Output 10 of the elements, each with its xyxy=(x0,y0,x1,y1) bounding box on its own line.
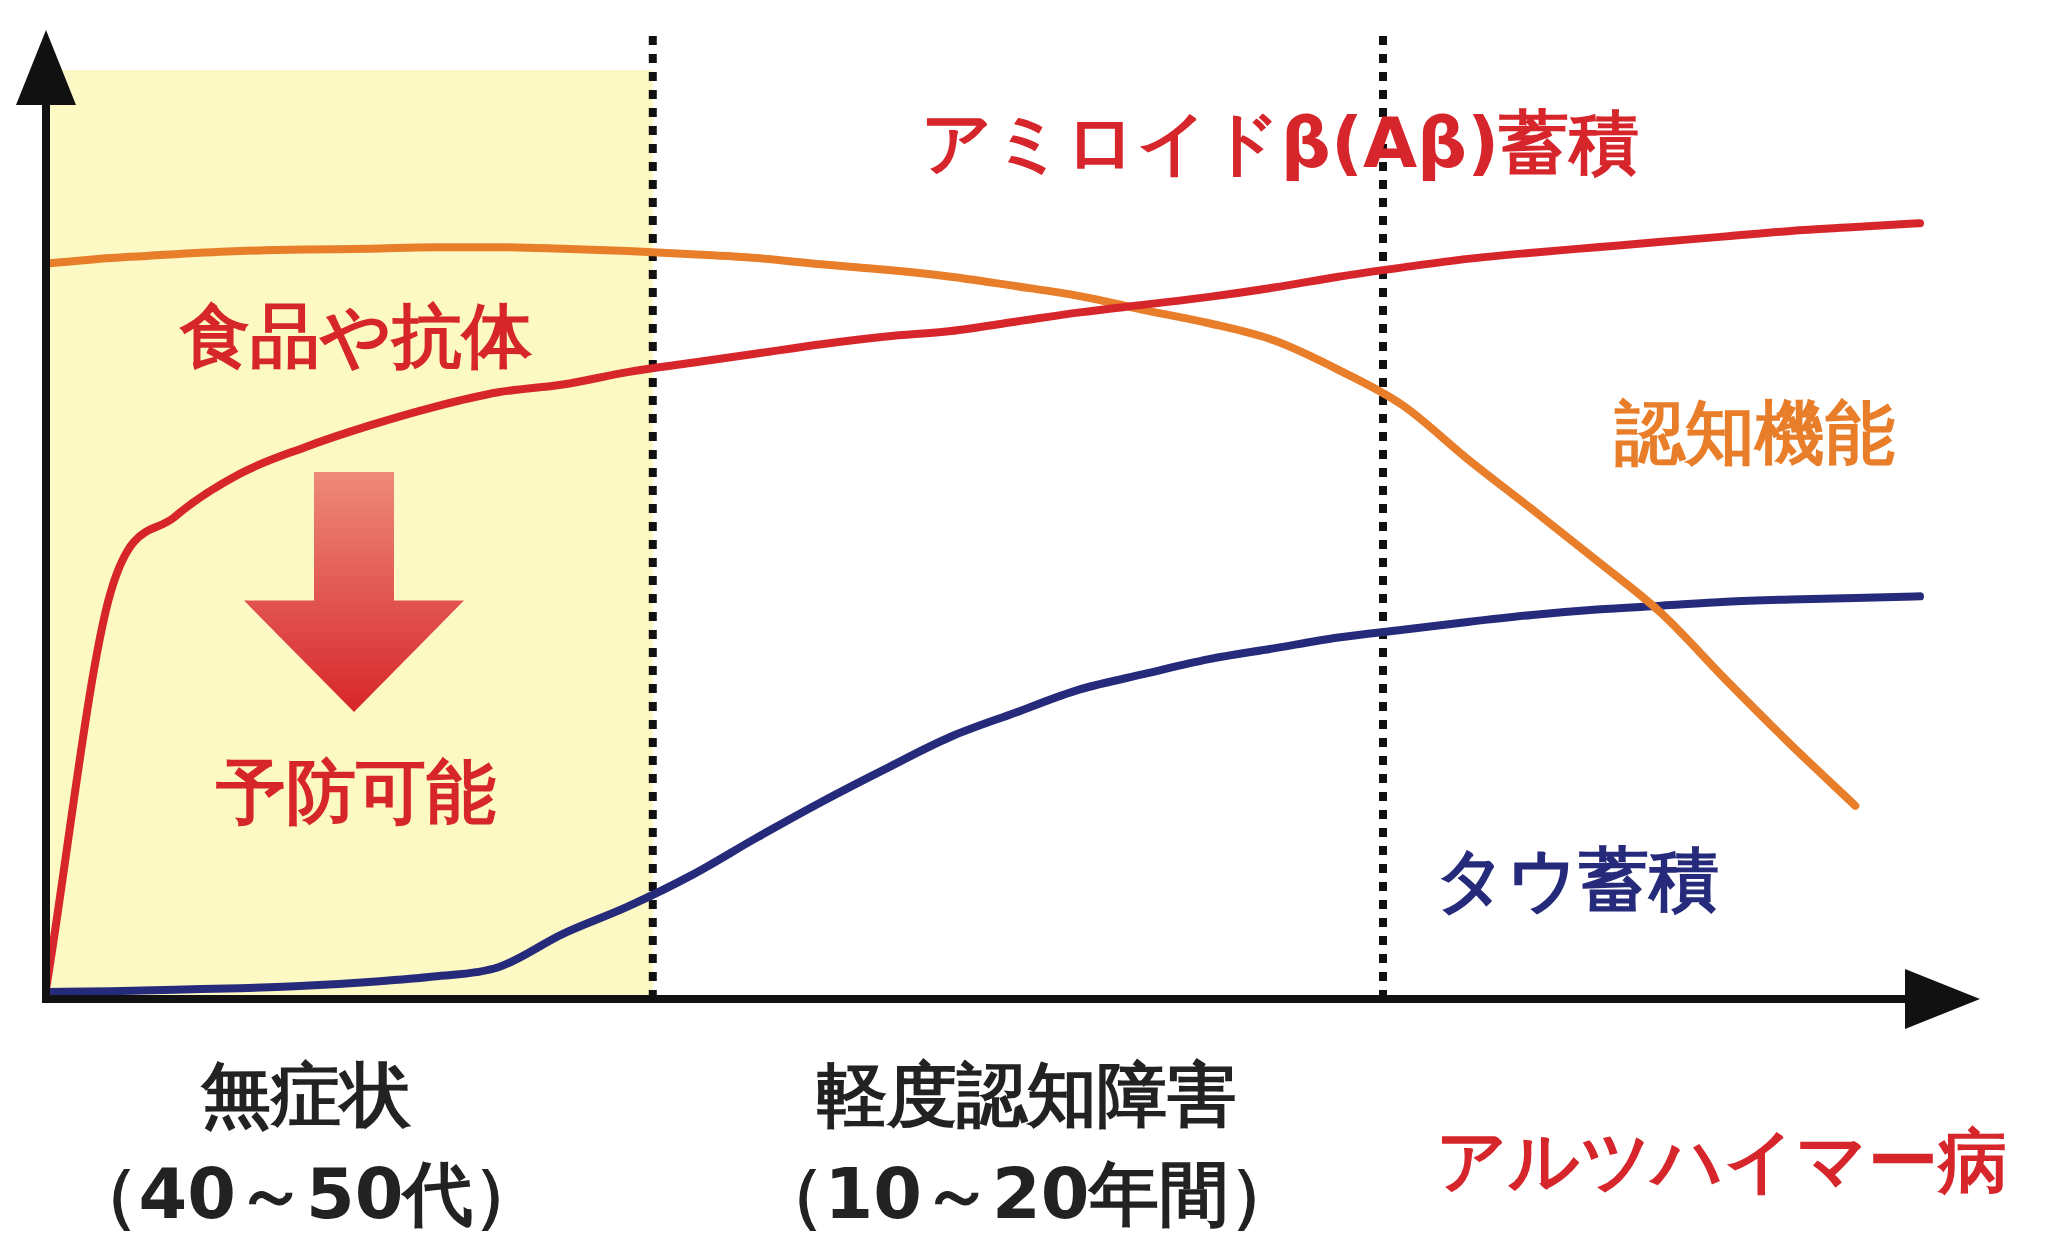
text: 軽度認知障害 xyxy=(817,1052,1237,1138)
text: （10～20年間） xyxy=(754,1151,1300,1237)
series-label: 認知機能 xyxy=(1615,390,1895,476)
annotation: 食品や抗体 xyxy=(180,293,532,379)
text: （40～50代） xyxy=(68,1151,544,1237)
text: タウ蓄積 xyxy=(1435,837,1719,923)
series-label: アミロイドβ(Aβ)蓄積 xyxy=(920,100,1640,186)
text: アルツハイマー病 xyxy=(1436,1118,2008,1204)
annotation: 予防可能 xyxy=(216,749,496,835)
text: 無症状 xyxy=(201,1052,411,1138)
